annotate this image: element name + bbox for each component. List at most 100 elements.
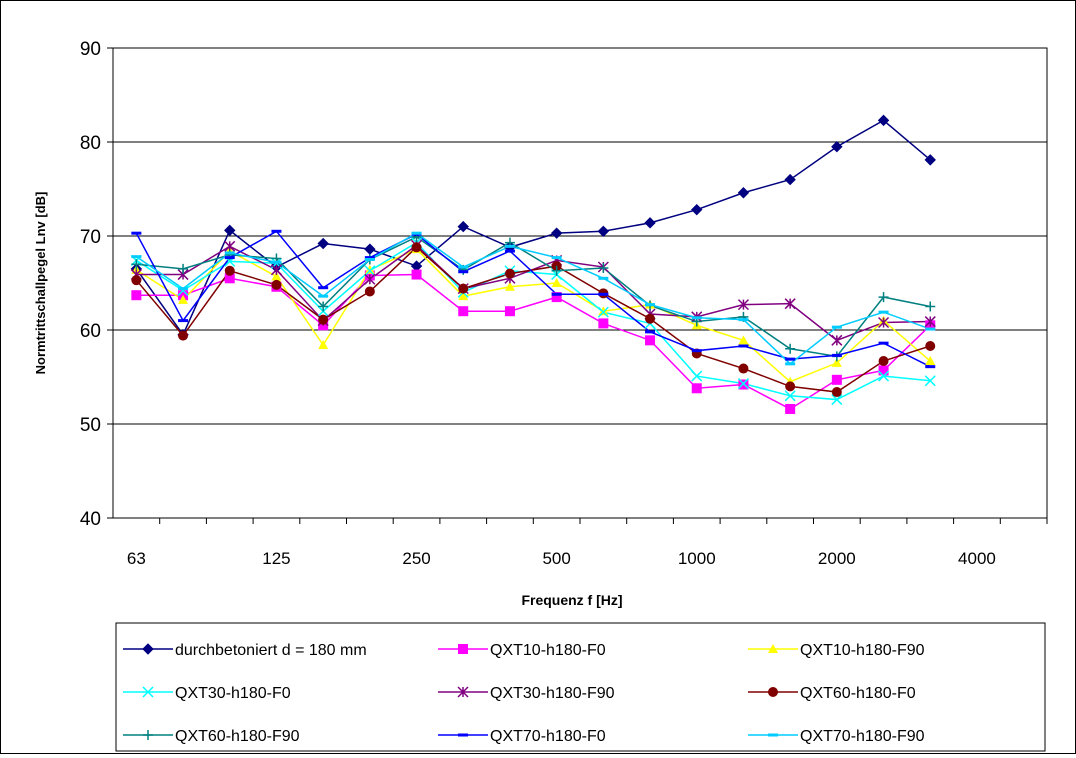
data-point: [737, 299, 749, 311]
data-point: [131, 259, 142, 270]
x-tick-label: 4000: [958, 549, 996, 568]
data-point: [131, 255, 142, 259]
data-point: [224, 265, 235, 276]
data-point: [878, 365, 889, 376]
data-point: [738, 363, 749, 374]
legend-box: [115, 622, 1046, 752]
legend-label: durchbetoniert d = 180 mm: [175, 642, 367, 659]
data-point: [178, 294, 189, 304]
data-point: [784, 390, 796, 402]
data-point: [645, 330, 656, 334]
data-point: [831, 387, 842, 398]
data-point: [411, 231, 422, 235]
data-point: [785, 381, 796, 392]
data-point: [224, 224, 236, 237]
data-point: [831, 334, 843, 346]
data-point: [178, 319, 189, 323]
data-point: [224, 273, 235, 284]
data-point: [878, 316, 890, 329]
data-point: [877, 114, 890, 127]
data-point: [597, 306, 609, 318]
series-line: [135, 248, 931, 383]
data-point: [178, 263, 189, 274]
data-point: [691, 203, 703, 216]
data-point: [597, 225, 610, 238]
data-point: [551, 292, 562, 303]
data-point: [458, 291, 469, 301]
data-point: [270, 264, 282, 276]
data-point: [458, 270, 469, 274]
data-point: [925, 340, 936, 351]
data-point: [598, 292, 609, 296]
y-tick-label: 90: [80, 39, 101, 60]
data-point: [784, 298, 796, 310]
data-point: [691, 349, 702, 353]
data-point: [142, 643, 154, 655]
y-tick-label: 40: [80, 509, 101, 530]
x-tick-label: 125: [262, 549, 290, 568]
data-point: [784, 173, 796, 186]
data-point: [271, 229, 282, 233]
data-point: [318, 301, 329, 312]
data-point: [178, 287, 189, 291]
y-tick-label: 50: [80, 415, 101, 436]
data-point: [831, 374, 842, 385]
data-point: [504, 244, 515, 248]
data-point: [645, 313, 656, 324]
data-point: [738, 335, 749, 345]
data-point: [925, 301, 936, 312]
data-point: [598, 262, 609, 273]
data-point: [878, 310, 889, 314]
data-point: [878, 341, 889, 345]
legend-label: QXT70-h180-F90: [800, 728, 925, 745]
data-point: [768, 733, 778, 737]
data-point: [318, 286, 329, 290]
data-point: [318, 314, 329, 325]
data-point: [551, 265, 562, 276]
data-point: [878, 292, 889, 303]
data-point: [224, 251, 235, 255]
data-point: [364, 243, 376, 255]
data-point: [411, 242, 422, 253]
data-point: [691, 316, 702, 320]
data-point: [785, 343, 796, 354]
y-axis: 40 50 60 70 80 90: [80, 39, 113, 530]
series-line: [135, 246, 931, 393]
legend-label: QXT10-h180-F0: [490, 642, 606, 659]
y-axis-label: Normtrittschallpegel Lnv [dB]: [33, 192, 48, 375]
data-point: [364, 265, 376, 277]
data-point: [551, 256, 562, 260]
data-point: [925, 327, 936, 331]
y-tick-label: 80: [80, 133, 101, 154]
data-point: [785, 403, 796, 414]
data-point: [458, 283, 469, 294]
data-point: [831, 357, 842, 367]
data-point: [645, 335, 656, 346]
data-point: [224, 256, 235, 260]
legend-label: QXT60-h180-F0: [800, 685, 916, 702]
data-point: [142, 686, 154, 698]
x-axis-label: Frequenz f [Hz]: [521, 592, 622, 608]
data-point: [644, 217, 656, 229]
data-point: [364, 264, 375, 274]
data-point: [785, 357, 796, 361]
series-line: [136, 273, 931, 410]
legend-label: QXT30-h180-F0: [175, 685, 291, 702]
data-point: [768, 687, 778, 697]
data-point: [271, 279, 282, 290]
data-point: [738, 344, 749, 348]
data-point: [551, 292, 562, 296]
data-point: [878, 356, 889, 367]
data-point: [143, 730, 153, 740]
legend-label: QXT10-h180-F90: [800, 642, 925, 659]
data-point: [504, 281, 515, 291]
data-point: [411, 269, 422, 280]
data-point: [458, 733, 468, 737]
data-point: [364, 258, 375, 261]
data-point: [504, 268, 515, 279]
legend-label: QXT30-h180-F90: [490, 685, 615, 702]
legend-label: QXT70-h180-F0: [490, 728, 606, 745]
data-point: [598, 306, 609, 316]
series-line: [136, 236, 931, 358]
